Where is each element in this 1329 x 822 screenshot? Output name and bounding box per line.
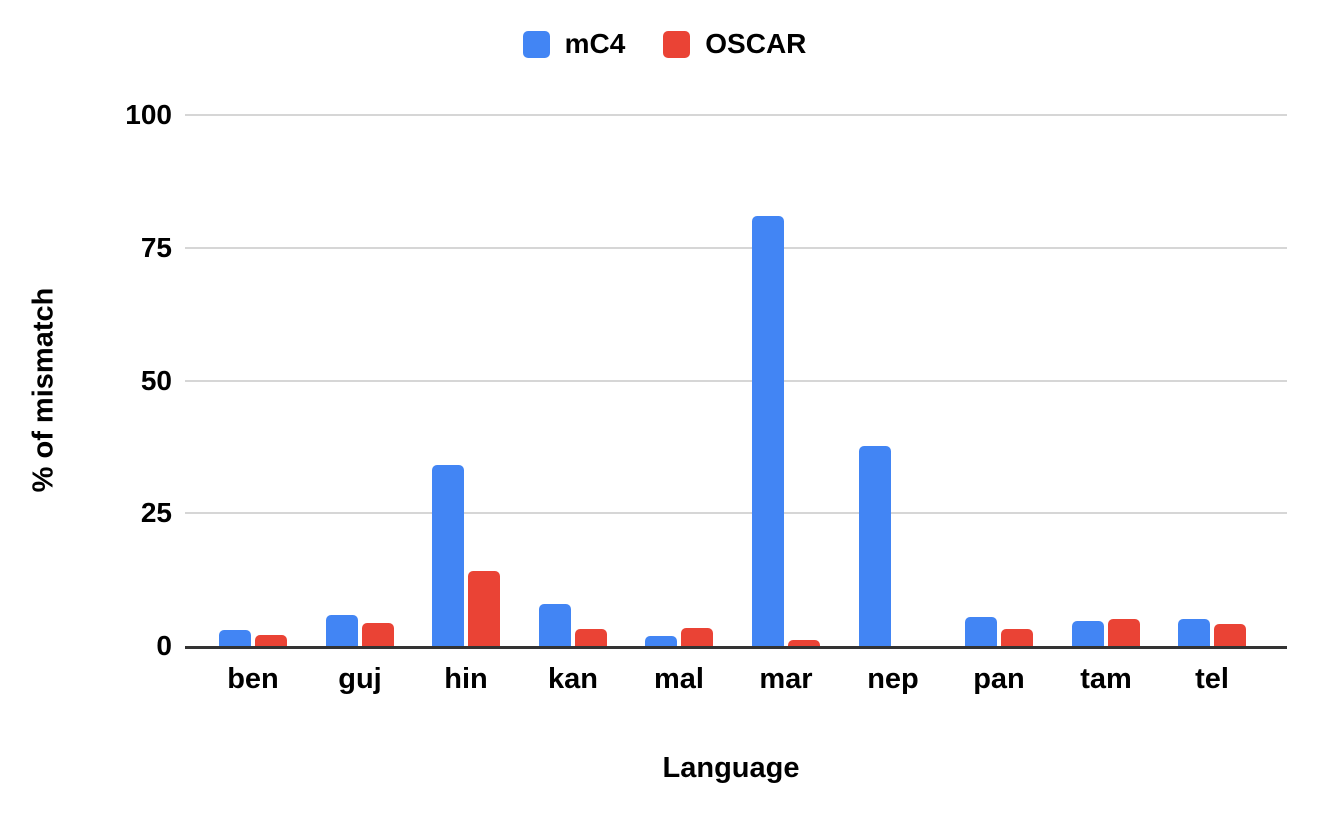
plot-area: 0 25 50 75 100 ben guj hin kan mal mar nep pan tam tel <box>125 99 1287 695</box>
chart-legend: mC4 OSCAR <box>0 28 1329 60</box>
gridline-100 <box>185 114 1287 116</box>
y-tick-label-0: 0 <box>156 630 172 661</box>
bar-oscar-tel <box>1214 624 1246 646</box>
bar-oscar-mal <box>681 628 713 646</box>
bar-mc4-nep <box>859 446 891 646</box>
bar-oscar-mar <box>788 640 820 646</box>
bar-mc4-kan <box>539 604 571 646</box>
bar-mc4-hin <box>432 465 464 646</box>
legend-label-oscar: OSCAR <box>705 28 807 59</box>
legend-item-mc4: mC4 <box>522 28 626 60</box>
x-tick-label-tam: tam <box>1080 663 1132 695</box>
y-tick-label-25: 25 <box>140 497 172 528</box>
bar-mc4-tam <box>1072 621 1104 646</box>
legend-label-mc4: mC4 <box>564 28 626 59</box>
bar-oscar-guj <box>362 623 394 646</box>
x-tick-label-mal: mal <box>654 663 704 695</box>
x-tick-label-nep: nep <box>867 663 919 695</box>
x-axis-line <box>185 646 1287 649</box>
bar-mc4-pan <box>965 617 997 646</box>
bar-mc4-ben <box>219 630 251 646</box>
bar-oscar-hin <box>468 571 500 646</box>
x-tick-label-ben: ben <box>227 663 279 695</box>
x-axis-title: Language <box>662 752 800 784</box>
y-tick-label-100: 100 <box>125 99 172 130</box>
bar-mc4-tel <box>1178 619 1210 646</box>
y-axis-title: % of mismatch <box>27 287 60 493</box>
y-tick-label-75: 75 <box>140 232 172 263</box>
x-tick-label-kan: kan <box>548 663 598 695</box>
y-tick-label-50: 50 <box>140 365 172 396</box>
bar-oscar-pan <box>1001 629 1033 646</box>
legend-swatch-mc4 <box>522 30 550 58</box>
bar-oscar-kan <box>575 629 607 646</box>
bar-mc4-mar <box>752 216 784 646</box>
bar-oscar-ben <box>255 635 287 646</box>
bar-mc4-mal <box>645 636 677 646</box>
gridline-75 <box>185 247 1287 249</box>
legend-item-oscar: OSCAR <box>663 28 806 60</box>
legend-swatch-oscar <box>663 30 691 58</box>
bar-oscar-tam <box>1108 619 1140 646</box>
x-tick-label-mar: mar <box>759 663 813 695</box>
gridline-50 <box>185 380 1287 382</box>
bar-mc4-guj <box>326 615 358 646</box>
x-tick-label-hin: hin <box>444 663 488 695</box>
gridline-25 <box>185 512 1287 514</box>
x-tick-label-guj: guj <box>338 663 382 695</box>
x-tick-label-tel: tel <box>1195 663 1229 695</box>
x-tick-label-pan: pan <box>973 663 1025 695</box>
